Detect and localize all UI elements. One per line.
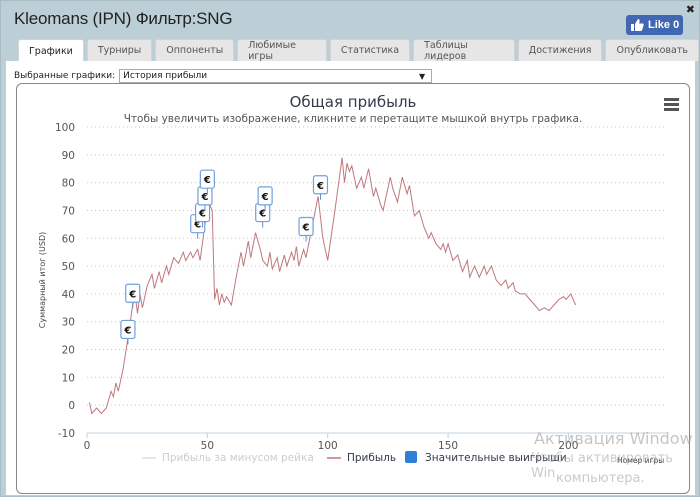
big-win-marker[interactable] [120, 319, 136, 340]
tab-7[interactable]: Опубликовать [605, 39, 699, 61]
euro-icon: € [193, 220, 201, 231]
chart-subtitle: Чтобы увеличить изображение, кликните и … [123, 113, 583, 125]
window-title: Kleomans (IPN) Фильтр:SNG [14, 9, 233, 28]
legend-marker-big-wins [405, 451, 417, 463]
tab-bar: Графики Турниры Оппоненты Любимые игры Стати… [18, 39, 699, 62]
euro-icon: € [316, 181, 324, 192]
big-win-marker[interactable] [199, 169, 215, 189]
y-tick-label: 50 [62, 261, 75, 273]
euro-icon: € [261, 192, 269, 203]
y-tick-label: 90 [62, 150, 75, 162]
chart-selector-dropdown[interactable]: История прибыли ▼ [119, 69, 433, 83]
y-tick-label: -10 [58, 428, 75, 440]
x-tick-label: 0 [84, 440, 91, 452]
euro-icon: € [198, 209, 206, 220]
chart-title: Общая прибыль [289, 93, 417, 111]
y-axis-title: Суммарный итог (USD) [38, 232, 47, 329]
big-win-marker[interactable] [125, 283, 141, 303]
chart-selector-row: Выбранные графики: История прибыли ▼ [14, 69, 433, 83]
x-axis-title: Номер игры [617, 456, 664, 465]
x-tick-label: 50 [201, 440, 214, 452]
close-icon[interactable]: ✖ [685, 3, 695, 16]
euro-icon: € [123, 325, 131, 336]
legend-item-profit[interactable]: Прибыль [347, 452, 396, 464]
y-tick-label: 30 [62, 317, 75, 329]
y-tick-label: 40 [62, 289, 75, 301]
y-tick-label: 20 [62, 345, 75, 357]
chart-container[interactable]: Общая прибыль Чтобы увеличить изображени… [16, 83, 690, 494]
euro-icon: € [302, 222, 310, 233]
chart-selector-value: История прибыли [123, 71, 208, 81]
legend-item-big-wins[interactable]: Значительные выигрыши [425, 452, 567, 464]
windows-activation-watermark-line3: компьютера. [556, 471, 645, 486]
windows-activation-watermark-line2: Чтобы активировать Win [531, 451, 673, 481]
big-win-marker[interactable] [298, 216, 314, 237]
tab-3[interactable]: Любимые игры [237, 39, 327, 62]
euro-icon: € [200, 192, 208, 203]
y-tick-label: 80 [62, 178, 75, 190]
tab-1[interactable]: Турниры [86, 39, 153, 61]
y-tick-label: 100 [55, 122, 75, 134]
y-tick-label: 10 [62, 372, 75, 384]
chart-plot-area[interactable]: -10 0 10 20 30 40 50 60 70 80 90 100 0 50 100 150 200 Сум… [17, 84, 691, 495]
tab-5[interactable]: Таблицы лидеров [413, 39, 515, 62]
big-win-marker[interactable] [312, 175, 329, 195]
tab-6[interactable]: Достижения [517, 39, 603, 61]
y-tick-label: 70 [62, 205, 75, 217]
content-panel: Выбранные графики: История прибыли ▼ Общ… [6, 61, 695, 495]
x-tick-label: 150 [438, 440, 458, 452]
facebook-like-button[interactable]: Like 0 [626, 15, 683, 35]
tab-0[interactable]: Графики [18, 39, 84, 62]
profit-line [88, 157, 577, 415]
windows-activation-watermark: Активация Window [534, 429, 693, 448]
chart-selector-label: Выбранные графики: [14, 71, 116, 81]
tab-2[interactable]: Оппоненты [155, 39, 235, 61]
chevron-down-icon: ▼ [419, 71, 426, 81]
euro-icon: € [258, 209, 266, 220]
tab-4[interactable]: Статистика [329, 39, 411, 61]
chart-menu-icon[interactable] [664, 98, 679, 113]
x-tick-label: 200 [558, 440, 578, 452]
legend-item-raked[interactable]: Прибыль за минусом рейка [162, 452, 314, 464]
y-tick-label: 60 [62, 233, 75, 245]
big-win-marker[interactable] [257, 186, 273, 206]
euro-icon: € [203, 175, 211, 186]
thumbs-up-icon [631, 19, 644, 31]
like-label: Like 0 [648, 19, 680, 31]
euro-icon: € [128, 289, 136, 300]
x-tick-label: 100 [318, 440, 338, 452]
y-tick-label: 0 [68, 400, 75, 412]
